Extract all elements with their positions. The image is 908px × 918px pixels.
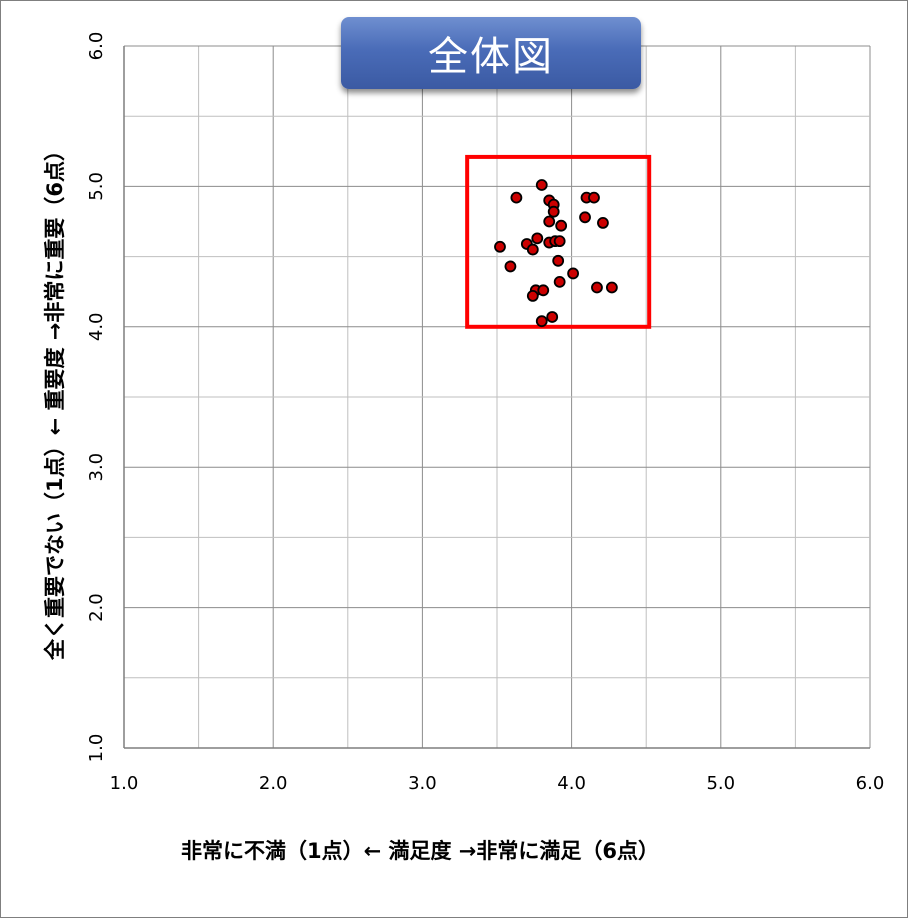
data-point — [588, 191, 600, 204]
x-axis-label: 非常に不満（1点）← 満足度 →非常に満足（6点） — [181, 839, 659, 863]
grid-layer — [123, 45, 871, 749]
data-point — [553, 275, 566, 288]
data-point — [494, 240, 506, 253]
data-point — [510, 191, 523, 204]
data-point — [552, 254, 565, 267]
x-tick-label: 4.0 — [557, 773, 586, 794]
data-point — [555, 219, 568, 232]
chart-title: 全体図 — [341, 17, 641, 89]
data-point — [526, 243, 539, 256]
x-tick-label: 3.0 — [408, 773, 437, 794]
x-tick-label: 1.0 — [110, 773, 139, 794]
data-point — [605, 281, 618, 294]
y-axis-label: 全く重要でない（1点）← 重要度 →非常に重要（6点） — [43, 140, 67, 661]
data-point — [591, 281, 603, 294]
data-point — [537, 284, 550, 297]
data-point — [553, 235, 566, 248]
y-tick-label: 1.0 — [86, 734, 107, 763]
y-tick-label: 3.0 — [86, 453, 107, 482]
x-tick-labels: 1.0 2.0 3.0 4.0 5.0 6.0 — [110, 773, 885, 794]
data-point — [547, 205, 560, 218]
x-tick-label: 6.0 — [856, 773, 885, 794]
data-point — [597, 217, 609, 229]
data-point — [579, 211, 591, 224]
data-point — [546, 311, 559, 323]
x-tick-label: 5.0 — [706, 773, 735, 794]
y-tick-labels: 1.0 2.0 3.0 4.0 5.0 6.0 — [86, 32, 107, 763]
data-point — [543, 215, 556, 228]
highlight-box — [465, 154, 652, 329]
data-point — [567, 267, 579, 280]
y-tick-label: 2.0 — [86, 593, 107, 622]
data-point — [535, 179, 548, 191]
data-point — [504, 260, 517, 273]
chart-title-text: 全体図 — [428, 34, 554, 80]
data-point — [526, 290, 539, 302]
data-point — [531, 232, 544, 245]
data-point — [535, 315, 548, 328]
y-tick-label: 5.0 — [86, 172, 107, 201]
y-tick-label: 6.0 — [86, 32, 107, 61]
x-tick-label: 2.0 — [259, 773, 288, 794]
point-layer — [494, 179, 618, 328]
y-tick-label: 4.0 — [86, 312, 107, 341]
